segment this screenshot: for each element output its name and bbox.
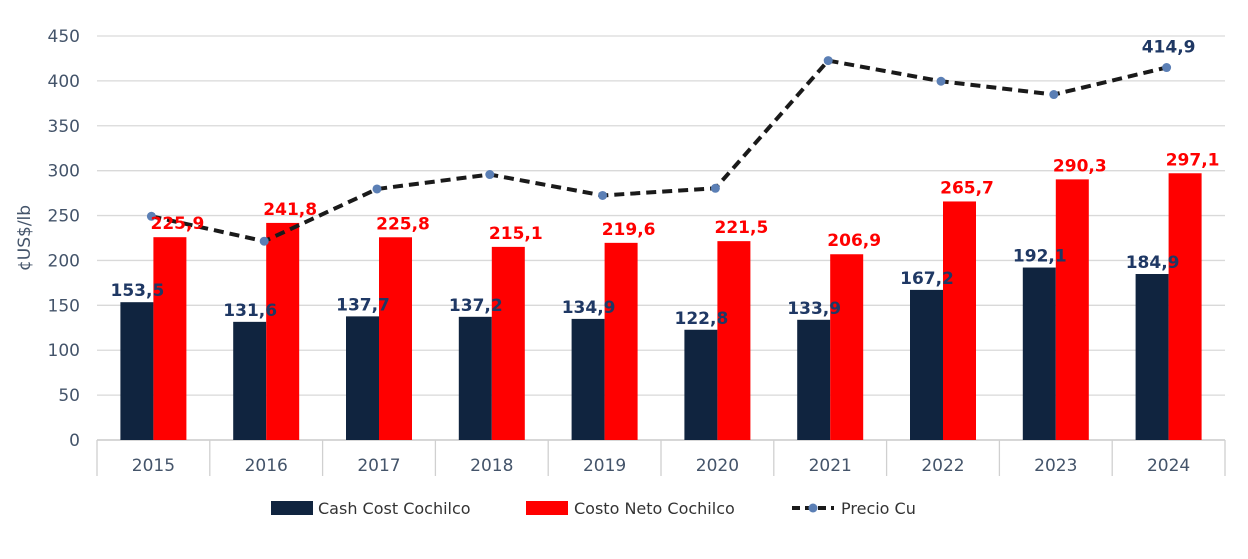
price-line (146, 56, 1172, 246)
label-cash-cost: 131,6 (223, 301, 277, 321)
point-precio-cu (146, 211, 156, 221)
point-precio-cu (598, 190, 608, 200)
x-tick-label: 2018 (470, 456, 513, 476)
bar-costo-neto (491, 246, 525, 440)
x-tick-label: 2022 (921, 456, 964, 476)
label-costo-neto: 221,5 (715, 218, 769, 238)
line-precio-cu (150, 58, 1168, 244)
bars (120, 173, 1202, 441)
legend-label-precio-cu: Precio Cu (841, 499, 916, 518)
bar-cash-cost (797, 319, 831, 440)
bar-costo-neto (1168, 173, 1202, 441)
label-costo-neto: 206,9 (827, 231, 881, 251)
x-axis: 2015 2016 2017 2018 2019 2020 2021 2022 2023 2024 (96, 439, 1226, 476)
legend-label-costo-neto: Costo Neto Cochilco (574, 499, 735, 518)
bar-costo-neto (266, 222, 300, 440)
label-precio-cu: 414,9 (1142, 38, 1196, 58)
bar-costo-neto (717, 241, 751, 440)
x-tick-label: 2017 (357, 456, 400, 476)
point-precio-cu (1049, 90, 1059, 100)
bar-cash-cost (458, 316, 492, 440)
label-costo-neto: 225,8 (376, 214, 430, 234)
bar-cash-cost (571, 318, 605, 440)
label-costo-neto: 215,1 (489, 224, 543, 244)
y-tick-label: 250 (48, 207, 80, 227)
label-costo-neto: 265,7 (940, 178, 994, 198)
point-precio-cu (936, 76, 946, 86)
label-costo-neto: 290,3 (1053, 156, 1107, 176)
label-cash-cost: 167,2 (900, 269, 954, 289)
bar-cash-cost (910, 289, 943, 440)
bar-costo-neto (830, 254, 864, 440)
x-tick-label: 2019 (583, 456, 626, 476)
bar-cash-cost (120, 302, 154, 440)
y-axis-label: ¢US$/lb (15, 205, 35, 271)
y-tick-label: 300 (48, 162, 80, 182)
x-tick-label: 2020 (696, 456, 739, 476)
label-costo-neto: 219,6 (602, 220, 656, 240)
bar-cash-cost (1135, 274, 1169, 440)
y-tick-label: 100 (48, 341, 80, 361)
bar-cash-cost (346, 316, 379, 440)
y-tick-label: 350 (48, 117, 80, 137)
point-precio-cu (823, 56, 833, 66)
label-costo-neto: 241,8 (263, 200, 317, 220)
legend-swatch-costo-neto (526, 501, 568, 515)
bar-cash-cost (684, 329, 718, 440)
x-tick-label: 2016 (245, 456, 288, 476)
bar-costo-neto (379, 237, 412, 440)
x-tick-label: 2023 (1034, 456, 1077, 476)
point-precio-cu (710, 183, 720, 193)
legend-marker-precio-cu (808, 503, 818, 513)
label-cash-cost: 153,5 (111, 281, 165, 301)
y-tick-label: 0 (69, 431, 80, 451)
point-precio-cu (485, 170, 495, 180)
label-cash-cost: 133,9 (787, 299, 841, 319)
bar-costo-neto (604, 242, 638, 440)
bar-costo-neto (1055, 179, 1089, 440)
x-tick-label: 2021 (809, 456, 852, 476)
bar-costo-neto (943, 201, 976, 440)
point-precio-cu (259, 236, 269, 246)
label-costo-neto: 225,9 (151, 214, 205, 234)
legend: Cash Cost Cochilco Costo Neto Cochilco P… (271, 499, 916, 518)
label-costo-neto: 297,1 (1166, 150, 1220, 170)
legend-label-cash-cost: Cash Cost Cochilco (318, 499, 471, 518)
y-tick-label: 50 (58, 386, 80, 406)
y-axis: 0 50 100 150 200 250 300 350 400 450 (48, 27, 80, 451)
point-precio-cu (372, 184, 382, 194)
legend-swatch-cash-cost (271, 501, 313, 515)
label-cash-cost: 122,8 (675, 309, 729, 329)
x-tick-label: 2015 (132, 456, 175, 476)
label-cash-cost: 137,7 (336, 295, 390, 315)
point-precio-cu (1162, 63, 1172, 73)
data-labels: 153,5 131,6 137,7 137,2 134,9 122,8 133,9 167,2… (111, 38, 1220, 329)
y-tick-label: 200 (48, 251, 80, 271)
label-cash-cost: 192,1 (1013, 247, 1067, 267)
y-tick-label: 450 (48, 27, 80, 47)
bar-cash-cost (233, 321, 267, 440)
label-cash-cost: 137,2 (449, 296, 503, 316)
bar-cash-cost (1022, 267, 1056, 440)
y-tick-label: 400 (48, 72, 80, 92)
label-cash-cost: 184,9 (1126, 253, 1180, 273)
label-cash-cost: 134,9 (562, 298, 616, 318)
x-tick-label: 2024 (1147, 456, 1190, 476)
bar-costo-neto (153, 237, 187, 440)
y-tick-label: 150 (48, 296, 80, 316)
